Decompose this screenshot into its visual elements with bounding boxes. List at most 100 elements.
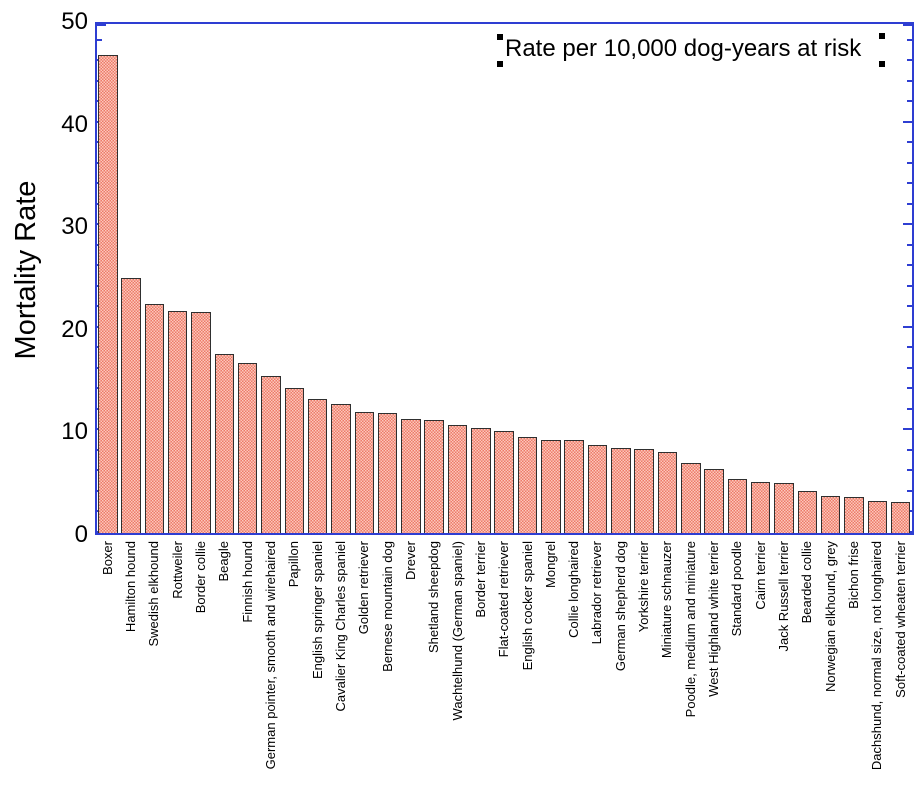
bar-soft-coated-wheaten-terrier[interactable]: [890, 502, 911, 533]
y-minor-tick-right: [907, 284, 912, 287]
x-tick-label: Hamilton hound: [123, 541, 139, 633]
bar-standard-poodle[interactable]: [727, 478, 748, 533]
x-tick-label: Swedish elkhound: [146, 541, 162, 647]
selection-handle-bottom-left[interactable]: [497, 61, 503, 67]
y-minor-tick-right: [907, 182, 912, 185]
plot-inner: [97, 24, 912, 533]
y-minor-tick-left: [97, 38, 102, 41]
y-minor-tick-right: [907, 38, 912, 41]
bar-hamilton-hound[interactable]: [121, 277, 141, 533]
x-tick-label: Cairn terrier: [752, 541, 768, 610]
bar-border-terrier[interactable]: [471, 428, 491, 533]
x-tick-label: Finnish hound: [239, 541, 255, 623]
bar-german-shepherd-dog[interactable]: [611, 447, 631, 533]
y-minor-tick-right: [907, 489, 912, 492]
x-tick-label: Papillon: [286, 541, 302, 588]
bar-border-collie[interactable]: [191, 312, 211, 533]
bar-cairn-terrier[interactable]: [750, 481, 771, 533]
bar-collie-longhaired[interactable]: [564, 439, 584, 533]
bar-golden-retriever[interactable]: [354, 411, 375, 533]
y-major-tick-right: [903, 120, 912, 123]
x-tick-label: Boxer: [99, 541, 115, 575]
bar-german-pointer-smooth-and-wirehaired[interactable]: [261, 376, 281, 533]
x-tick-label: Norwegian elkhound, grey: [822, 541, 838, 693]
bar-jack-russell-terrier[interactable]: [774, 482, 794, 533]
bar-miniature-schnauzer[interactable]: [657, 451, 678, 533]
y-minor-tick-right: [907, 59, 912, 62]
bar-cavalier-king-charles-spaniel[interactable]: [331, 403, 351, 533]
x-tick-label: Miniature schnauzer: [659, 541, 675, 659]
y-tick-label-20: 20: [61, 315, 88, 343]
y-minor-tick-right: [907, 141, 912, 144]
bar-swedish-elkhound[interactable]: [144, 304, 165, 533]
y-minor-tick-right: [907, 366, 912, 369]
bar-flat-coated-retriever[interactable]: [494, 431, 514, 533]
x-tick-label: Rottweiler: [169, 541, 185, 599]
x-tick-label: Wachtelhund (German spaniel): [449, 541, 465, 721]
x-tick-label: Yorkshire terrier: [636, 541, 652, 633]
x-tick-label: Dachshund, normal size, not longhaired: [869, 541, 885, 771]
bar-shetland-sheepdog[interactable]: [424, 420, 444, 533]
x-tick-label: Beagle: [216, 541, 232, 582]
bar-boxer[interactable]: [98, 54, 118, 533]
y-tick-label-30: 30: [61, 213, 88, 241]
y-minor-tick-right: [907, 346, 912, 349]
bar-english-cocker-spaniel[interactable]: [517, 436, 538, 533]
bar-rottweiler[interactable]: [167, 311, 188, 533]
x-tick-label: Drever: [402, 541, 418, 581]
x-tick-label: Golden retriever: [356, 541, 372, 635]
bar-finnish-hound[interactable]: [237, 362, 258, 533]
x-tick-label: English springer spaniel: [309, 541, 325, 680]
y-minor-tick-right: [907, 100, 912, 103]
y-minor-tick-right: [907, 79, 912, 82]
x-tick-label: Standard poodle: [729, 541, 745, 637]
x-tick-label: Border collie: [193, 541, 209, 614]
x-tick-label: Mongrel: [542, 541, 558, 588]
y-minor-tick-right: [907, 387, 912, 390]
x-tick-label: English cocker spaniel: [519, 541, 535, 671]
y-major-tick-right: [903, 223, 912, 226]
x-tick-label: German pointer, smooth and wirehaired: [262, 541, 278, 770]
y-tick-label-0: 0: [74, 521, 88, 548]
bar-papillon[interactable]: [284, 388, 305, 533]
bar-labrador-retriever[interactable]: [587, 444, 608, 533]
y-major-tick-right: [903, 325, 912, 328]
bar-norwegian-elkhound-grey[interactable]: [820, 496, 841, 533]
y-minor-tick-right: [907, 161, 912, 164]
x-tick-label: Soft-coated wheaten terrier: [892, 541, 908, 698]
bar-english-springer-spaniel[interactable]: [307, 398, 328, 533]
bar-dachshund-normal-size-not-longhaired[interactable]: [867, 501, 888, 533]
x-tick-label: Collie longhaired: [566, 541, 582, 638]
bar-drever[interactable]: [401, 419, 421, 533]
bar-west-highland-white-terrier[interactable]: [704, 469, 724, 533]
selection-handle-top-left[interactable]: [497, 34, 503, 40]
y-minor-tick-right: [907, 243, 912, 246]
x-tick-label: Jack Russell terrier: [776, 541, 792, 652]
bar-poodle-medium-and-miniature[interactable]: [681, 463, 701, 533]
annotation-text[interactable]: Rate per 10,000 dog-years at risk: [505, 35, 862, 62]
y-minor-tick-right: [907, 202, 912, 205]
selection-handle-bottom-right[interactable]: [879, 61, 885, 67]
bar-yorkshire-terrier[interactable]: [634, 448, 654, 533]
bar-wachtelhund-german-spaniel[interactable]: [447, 425, 468, 533]
y-minor-tick-right: [907, 305, 912, 308]
x-tick-label: Bichon frise: [845, 541, 861, 609]
x-tick-label: Poodle, medium and miniature: [682, 541, 698, 718]
y-minor-tick-right: [907, 448, 912, 451]
bar-bichon-frise[interactable]: [844, 497, 864, 533]
x-tick-label: West Highland white terrier: [706, 541, 722, 697]
y-minor-tick-right: [907, 264, 912, 267]
y-tick-label-40: 40: [61, 110, 88, 138]
bar-bernese-mountain-dog[interactable]: [377, 412, 398, 533]
y-tick-label-10: 10: [61, 418, 88, 446]
selection-handle-top-right[interactable]: [879, 33, 885, 39]
x-tick-label: Border terrier: [472, 541, 488, 618]
y-minor-tick-right: [907, 469, 912, 472]
y-major-tick-right: [903, 428, 912, 431]
y-tick-label-50: 50: [61, 8, 88, 35]
bar-bearded-collie[interactable]: [797, 490, 818, 533]
y-major-tick-left: [97, 24, 106, 26]
bar-mongrel[interactable]: [541, 439, 561, 533]
bar-beagle[interactable]: [214, 354, 235, 533]
